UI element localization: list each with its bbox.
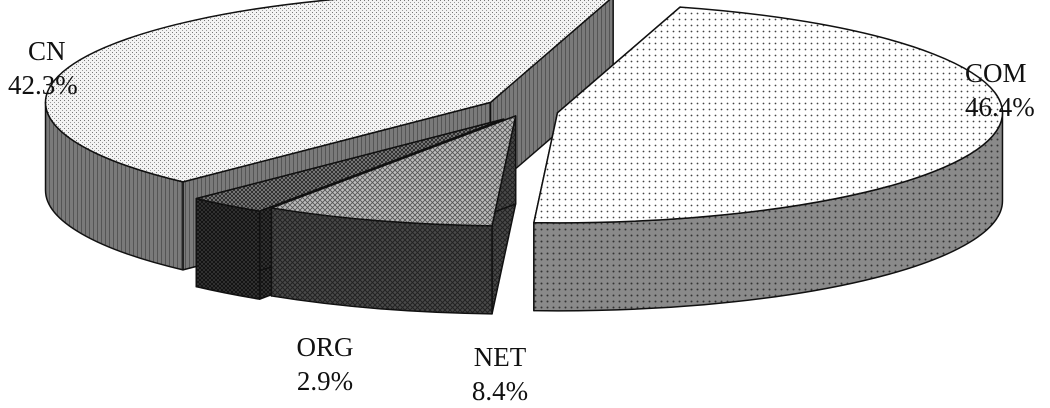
slice-name-net: NET bbox=[473, 342, 527, 372]
slice-label-net: NET 8.4% bbox=[455, 340, 545, 408]
slice-percent-org: 2.9% bbox=[296, 366, 354, 396]
slice-percent-net: 8.4% bbox=[471, 376, 529, 406]
slice-name-com: COM bbox=[965, 58, 1027, 88]
slice-label-com: COM 46.4% bbox=[965, 56, 1035, 124]
slice-percent-cn: 42.3% bbox=[8, 70, 78, 100]
slice-label-org: ORG 2.9% bbox=[280, 330, 370, 398]
slice-label-cn: CN 42.3% bbox=[8, 34, 78, 102]
slice-name-org: ORG bbox=[296, 332, 354, 362]
pie-side-org bbox=[195, 197, 261, 300]
pie-slice-com bbox=[533, 6, 1004, 224]
pie-slice-net bbox=[270, 115, 517, 227]
pie-slice-cn bbox=[44, 0, 611, 183]
pie-slice-org bbox=[195, 118, 505, 212]
slice-percent-com: 46.4% bbox=[965, 92, 1035, 122]
slice-name-cn: CN bbox=[28, 36, 66, 66]
